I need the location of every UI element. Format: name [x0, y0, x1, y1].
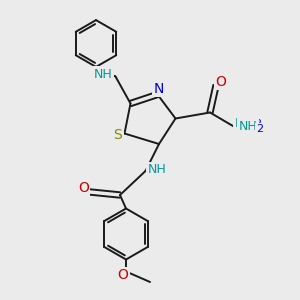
Text: NH: NH: [94, 68, 112, 81]
Text: O: O: [118, 268, 128, 282]
Text: N: N: [154, 82, 164, 96]
Text: NH: NH: [239, 119, 257, 133]
Text: NH: NH: [235, 117, 253, 130]
Text: 2: 2: [254, 119, 262, 129]
Text: S: S: [113, 128, 122, 142]
Text: O: O: [78, 182, 89, 195]
Text: NH: NH: [148, 163, 166, 176]
Text: O: O: [215, 75, 226, 89]
Text: 2: 2: [256, 124, 263, 134]
